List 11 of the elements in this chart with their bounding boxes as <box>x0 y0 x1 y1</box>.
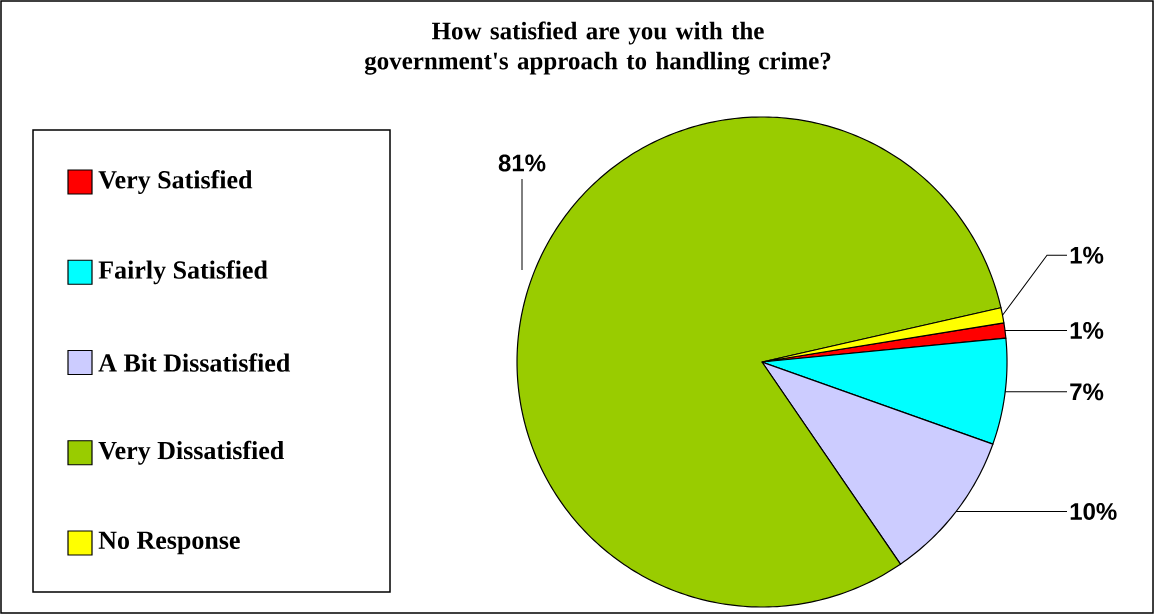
data-label: 7% <box>1070 383 1104 401</box>
legend-label: Very Satisfied <box>98 170 253 194</box>
data-label: 1% <box>1070 322 1104 339</box>
data-label: 1% <box>1070 246 1104 264</box>
legend-label: A Bit Dissatisfied <box>98 353 291 372</box>
chart-title: How satisfied are you with the government's approach to handling crime? <box>364 21 831 75</box>
legend-label: No Response <box>98 531 240 555</box>
legend-label: Very Dissatisfied <box>98 440 284 465</box>
data-label: 10% <box>1070 503 1117 520</box>
legend-label: Fairly Satisfied <box>98 260 268 285</box>
data-label: 81% <box>498 154 546 172</box>
